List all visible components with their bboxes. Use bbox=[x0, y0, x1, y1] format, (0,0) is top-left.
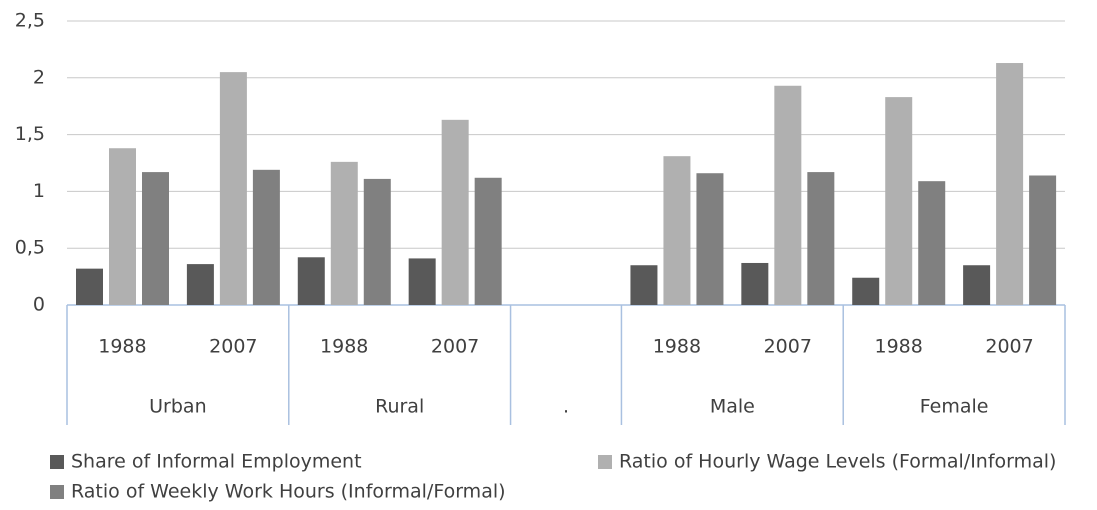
legend-label: Share of Informal Employment bbox=[71, 451, 362, 473]
bar bbox=[363, 178, 391, 305]
x-tick-label: 2007 bbox=[431, 336, 479, 358]
bar bbox=[885, 97, 913, 305]
bar bbox=[441, 119, 469, 305]
y-tick-label: 2,5 bbox=[15, 10, 45, 32]
bar bbox=[142, 172, 169, 305]
group-label: Rural bbox=[375, 396, 424, 418]
bar bbox=[663, 156, 691, 305]
y-tick-label: 0 bbox=[33, 294, 45, 316]
bar bbox=[330, 161, 358, 305]
y-tick-label: 1,5 bbox=[15, 123, 45, 145]
legend-label: Ratio of Weekly Work Hours (Informal/For… bbox=[71, 481, 506, 503]
group-label: Male bbox=[710, 396, 755, 418]
bar bbox=[76, 268, 103, 305]
bar bbox=[918, 181, 946, 305]
x-tick-label: 2007 bbox=[985, 336, 1033, 358]
x-tick-label: 1988 bbox=[98, 336, 146, 358]
x-tick-label: 1988 bbox=[320, 336, 368, 358]
bar bbox=[774, 85, 802, 305]
group-label: Urban bbox=[149, 396, 206, 418]
bar bbox=[109, 148, 136, 305]
y-tick-label: 1 bbox=[33, 180, 45, 202]
group-label: . bbox=[563, 396, 569, 418]
bar bbox=[696, 173, 724, 305]
x-tick-label: 1988 bbox=[653, 336, 701, 358]
x-tick-label: 2007 bbox=[764, 336, 812, 358]
bar bbox=[186, 264, 214, 305]
bar bbox=[852, 277, 880, 305]
legend-swatch bbox=[50, 455, 64, 469]
legend-swatch bbox=[50, 485, 64, 499]
x-tick-label: 2007 bbox=[209, 336, 257, 358]
y-tick-label: 0,5 bbox=[15, 237, 45, 259]
bar bbox=[996, 63, 1024, 306]
bar bbox=[408, 258, 436, 305]
bar bbox=[630, 265, 658, 305]
bar bbox=[807, 172, 835, 305]
bar bbox=[963, 265, 991, 305]
x-tick-label: 1988 bbox=[874, 336, 922, 358]
group-label: Female bbox=[920, 396, 989, 418]
y-tick-label: 2 bbox=[33, 66, 45, 88]
legend-swatch bbox=[598, 455, 612, 469]
bar bbox=[297, 257, 325, 305]
bar bbox=[474, 177, 502, 305]
bar bbox=[1029, 175, 1057, 305]
legend-label: Ratio of Hourly Wage Levels (Formal/Info… bbox=[619, 451, 1056, 473]
bar bbox=[252, 169, 280, 305]
bar bbox=[741, 262, 769, 305]
bar bbox=[219, 72, 247, 306]
